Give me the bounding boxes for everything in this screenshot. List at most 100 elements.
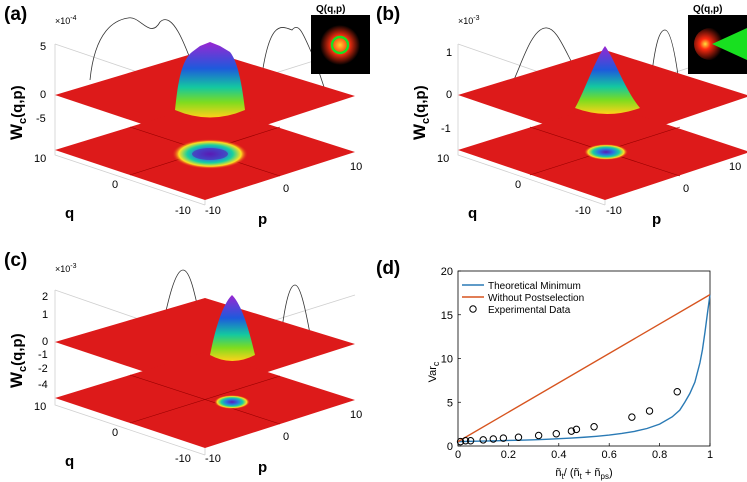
data-point [466, 437, 475, 445]
panel-c-ztick: -1 [38, 349, 48, 361]
panel-a-label: (a) [4, 4, 27, 25]
panel-c-zlabel: Wc(q,p) [7, 333, 29, 388]
panel-a-ztick: -5 [36, 113, 46, 125]
data-point [456, 437, 465, 446]
panel-c-qlabel: q [65, 453, 74, 470]
panel-a-lower-ring-core [192, 148, 228, 160]
data-point [479, 436, 487, 444]
data-point [590, 423, 598, 431]
panel-b-qlabel: q [468, 205, 477, 222]
panel-c-gridline-2 [129, 374, 281, 425]
panel-a-zlabel: Wc(q,p) [7, 85, 29, 140]
panel-a-qtick: 10 [34, 153, 46, 165]
panel-b-qtick: 0 [515, 179, 521, 191]
panel-b-exponent: ×10-3 [458, 15, 480, 26]
panel-d: (d) 0 0.2 0.4 0.6 0.8 1 0 5 10 15 20 Varc ñt/ (n… [376, 258, 713, 481]
panel-c-ztick: -4 [38, 379, 48, 391]
plot-area [457, 270, 711, 447]
panel-b-ptick: -10 [606, 205, 622, 217]
legend: Theoretical Minimum Without Postselectio… [462, 281, 584, 316]
panel-c-frame [54, 290, 206, 456]
panel-b-ztick: -1 [441, 123, 451, 135]
panel-d-label: (d) [376, 258, 400, 279]
panel-c-ztick: 1 [42, 309, 48, 321]
panel-b-marginal-p [649, 29, 681, 91]
panel-a-ptick: -10 [205, 205, 221, 217]
panel-b-inset-glow [694, 28, 726, 60]
panel-b-ptick: 10 [729, 161, 741, 173]
y-tick-label: 5 [447, 397, 453, 409]
data-point [673, 388, 681, 396]
data-point [628, 413, 636, 421]
panel-c-marginal-p [279, 284, 313, 346]
panel-c: (c) 2 1 0 -1 -2 -4 ×10-3 Wc(q,p) 10 0 -1… [4, 250, 362, 476]
panel-b: (b) 1 0 -1 ×10-3 Wc(q,p) 10 0 -10 -10 0 … [376, 4, 747, 228]
x-tick-label: 0.4 [551, 449, 566, 461]
panel-b-ptick: 0 [683, 183, 689, 195]
y-axis-label: Varc [427, 361, 441, 382]
x-tick-label: 0.2 [501, 449, 516, 461]
panel-b-plabel: p [652, 211, 661, 228]
x-axis-label: ñt/ (ñt + ñps) [555, 467, 612, 481]
panel-a-ptick: 0 [283, 183, 289, 195]
panel-c-plane-lower [55, 352, 355, 448]
data-point [499, 434, 508, 442]
y-ticks: 0 5 10 15 20 [441, 266, 461, 453]
series-line-theoretical-minimum [457, 294, 711, 443]
panel-c-qtick: -10 [175, 453, 191, 465]
panel-c-ztick: 2 [42, 291, 48, 303]
panel-a-peak [175, 42, 245, 118]
x-tick-label: 0.6 [602, 449, 617, 461]
panel-b-label: (b) [376, 4, 400, 25]
panel-a-ztick: 5 [40, 41, 46, 53]
panel-c-ptick: -10 [205, 453, 221, 465]
data-point [514, 433, 523, 441]
x-tick-label: 1 [707, 449, 713, 461]
panel-b-peak [575, 46, 640, 114]
legend-label-exp: Experimental Data [488, 305, 571, 316]
data-point [645, 407, 654, 415]
x-ticks: 0 0.2 0.4 0.6 0.8 1 [455, 443, 713, 461]
legend-swatch-exp [469, 305, 477, 313]
panel-c-qtick: 10 [34, 401, 46, 413]
y-tick-label: 10 [441, 354, 453, 366]
data-point [489, 435, 497, 443]
panel-b-zlabel: Wc(q,p) [410, 85, 432, 140]
panel-c-ztick: -2 [38, 363, 48, 375]
panel-a-ptick: 10 [350, 161, 362, 173]
panel-a-inset: Q(q,p) [311, 4, 370, 74]
panel-a-marginal-p [259, 27, 326, 91]
panel-a: (a) 5 0 -5 ×10-4 Wc(q,p) 10 0 -10 -10 0 … [4, 4, 370, 228]
y-tick-label: 0 [447, 441, 453, 453]
legend-label-no-post: Without Postselection [488, 293, 584, 304]
panel-b-ztick: 0 [446, 89, 452, 101]
panel-a-qlabel: q [65, 205, 74, 222]
panel-a-plabel: p [258, 211, 267, 228]
panel-b-qtick: -10 [575, 205, 591, 217]
panel-a-marginal-q [89, 17, 201, 86]
panel-c-plabel: p [258, 459, 267, 476]
panel-c-plane-upper [55, 298, 355, 392]
panel-b-inset: Q(q,p) [688, 4, 747, 74]
panel-a-frame [54, 44, 206, 206]
data-point [552, 430, 560, 438]
data-point [534, 431, 543, 440]
panel-b-frame [457, 44, 606, 206]
panel-a-exponent: ×10-4 [55, 15, 77, 26]
y-tick-label: 20 [441, 266, 453, 278]
panel-c-ptick: 10 [350, 409, 362, 421]
data-point [567, 427, 576, 435]
panel-a-inset-ring [330, 35, 350, 55]
legend-label-theory: Theoretical Minimum [488, 281, 581, 292]
panel-c-qtick: 0 [112, 427, 118, 439]
panel-b-inset-wedge [712, 28, 747, 60]
panel-c-exponent: ×10-3 [55, 263, 77, 274]
panel-b-qtick: 10 [437, 153, 449, 165]
panel-c-lower-blob [214, 395, 250, 409]
x-tick-label: 0 [455, 449, 461, 461]
y-tick-label: 15 [441, 310, 453, 322]
panel-c-ptick: 0 [283, 431, 289, 443]
panel-a-qtick: 0 [112, 179, 118, 191]
panel-a-ztick: 0 [40, 89, 46, 101]
